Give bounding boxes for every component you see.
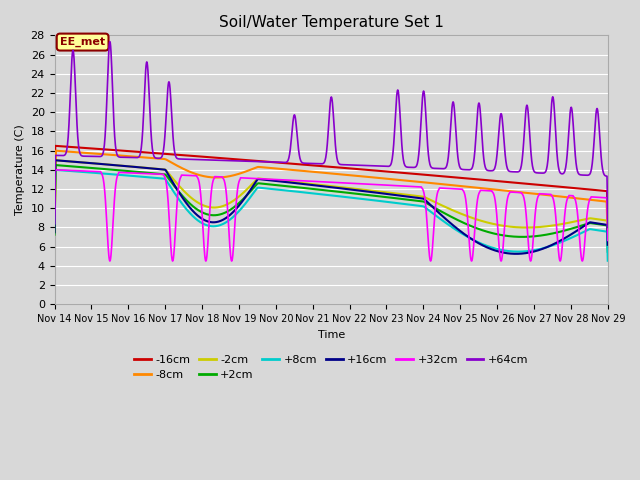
+2cm [51, 232, 58, 238]
-2cm [286, 179, 294, 184]
-16cm [604, 234, 612, 240]
+32cm [298, 178, 305, 184]
Text: EE_met: EE_met [60, 37, 105, 47]
+16cm [513, 251, 520, 257]
+32cm [94, 168, 102, 174]
Line: -16cm: -16cm [54, 146, 608, 237]
Y-axis label: Temperature (C): Temperature (C) [15, 124, 25, 215]
-2cm [51, 229, 58, 235]
Line: +16cm: +16cm [54, 160, 608, 254]
+8cm [366, 197, 374, 203]
-16cm [51, 206, 58, 212]
+64cm [297, 158, 305, 164]
-16cm [286, 161, 294, 167]
Legend: -16cm, -8cm, -2cm, +2cm, +8cm, +16cm, +32cm, +64cm: -16cm, -8cm, -2cm, +2cm, +8cm, +16cm, +3… [129, 350, 533, 385]
-8cm [604, 237, 612, 243]
+64cm [116, 155, 124, 160]
+32cm [286, 177, 294, 183]
+2cm [307, 186, 315, 192]
+2cm [116, 168, 124, 173]
+16cm [51, 229, 58, 235]
+8cm [94, 170, 102, 176]
-16cm [94, 146, 102, 152]
-8cm [94, 151, 102, 156]
+8cm [604, 258, 612, 264]
+16cm [51, 157, 59, 163]
-2cm [116, 163, 124, 168]
+8cm [51, 167, 59, 173]
+16cm [286, 180, 294, 185]
-8cm [307, 169, 315, 175]
-2cm [604, 246, 612, 252]
+2cm [297, 185, 305, 191]
+2cm [366, 192, 374, 198]
+8cm [286, 188, 294, 194]
+2cm [94, 166, 102, 171]
+32cm [308, 179, 316, 184]
-8cm [52, 148, 60, 154]
+2cm [52, 162, 60, 168]
+8cm [51, 221, 58, 227]
+8cm [307, 190, 315, 196]
-8cm [297, 168, 305, 174]
-8cm [116, 153, 124, 158]
+16cm [307, 182, 315, 188]
+32cm [604, 238, 612, 243]
-8cm [286, 167, 294, 172]
Line: +8cm: +8cm [54, 170, 608, 261]
-16cm [366, 167, 374, 173]
-16cm [116, 148, 124, 154]
Line: +64cm: +64cm [54, 42, 608, 228]
+32cm [116, 169, 124, 175]
X-axis label: Time: Time [317, 330, 345, 339]
+16cm [604, 242, 612, 248]
-8cm [51, 225, 58, 230]
+64cm [286, 151, 294, 157]
Line: -2cm: -2cm [54, 160, 608, 249]
-2cm [366, 188, 374, 193]
+16cm [116, 163, 124, 168]
+64cm [604, 225, 612, 230]
+64cm [366, 163, 374, 168]
Line: +32cm: +32cm [54, 170, 608, 261]
-8cm [366, 174, 374, 180]
+64cm [93, 154, 101, 159]
+32cm [366, 181, 374, 187]
-2cm [307, 181, 315, 187]
-16cm [297, 162, 305, 168]
-2cm [297, 180, 305, 186]
+16cm [94, 161, 102, 167]
+64cm [106, 39, 114, 45]
+32cm [106, 258, 114, 264]
Title: Soil/Water Temperature Set 1: Soil/Water Temperature Set 1 [219, 15, 444, 30]
+2cm [286, 183, 294, 189]
Line: -8cm: -8cm [54, 151, 608, 240]
Line: +2cm: +2cm [54, 165, 608, 252]
-16cm [51, 143, 59, 149]
+16cm [297, 181, 305, 187]
+32cm [51, 221, 58, 227]
+8cm [297, 189, 305, 195]
-2cm [52, 157, 60, 163]
-16cm [307, 162, 315, 168]
+8cm [116, 172, 124, 178]
+64cm [307, 161, 315, 167]
+16cm [366, 189, 374, 195]
+32cm [51, 167, 59, 173]
-2cm [94, 161, 102, 167]
+64cm [51, 212, 58, 218]
+2cm [604, 249, 612, 254]
